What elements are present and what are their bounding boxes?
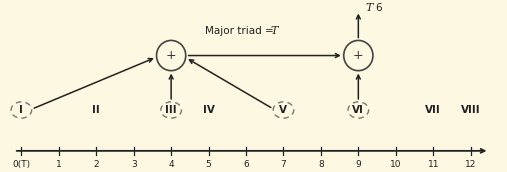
Text: T: T [270, 26, 278, 36]
Text: 7: 7 [280, 160, 286, 169]
Text: 6: 6 [243, 160, 249, 169]
Text: III: III [165, 105, 177, 115]
Text: 2: 2 [93, 160, 99, 169]
Text: 1: 1 [56, 160, 62, 169]
Text: 8: 8 [318, 160, 324, 169]
Text: +: + [353, 49, 364, 62]
Text: 3: 3 [131, 160, 136, 169]
Text: 11: 11 [427, 160, 439, 169]
Text: VI: VI [352, 105, 364, 115]
Text: 0(T): 0(T) [12, 160, 30, 169]
Text: IV: IV [203, 105, 214, 115]
Text: Major triad =: Major triad = [205, 26, 277, 36]
Text: II: II [92, 105, 100, 115]
Text: T: T [365, 3, 373, 13]
Text: 9: 9 [355, 160, 361, 169]
Text: VII: VII [425, 105, 441, 115]
Text: +: + [166, 49, 176, 62]
Text: 10: 10 [390, 160, 402, 169]
Ellipse shape [344, 40, 373, 71]
Text: 12: 12 [465, 160, 477, 169]
Ellipse shape [157, 40, 186, 71]
Text: V: V [279, 105, 287, 115]
Text: 5: 5 [206, 160, 211, 169]
Text: 6: 6 [376, 3, 382, 13]
Text: I: I [19, 105, 23, 115]
Text: VIII: VIII [461, 105, 481, 115]
Text: 4: 4 [168, 160, 174, 169]
